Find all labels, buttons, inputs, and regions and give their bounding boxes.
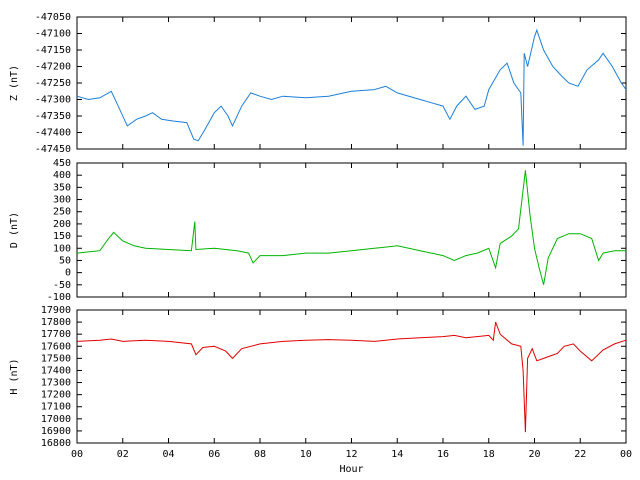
plot-frame	[76, 162, 627, 298]
y-axis-label: D (nT)	[9, 212, 20, 248]
y-tick-label: -47250	[35, 78, 71, 89]
y-tick-label: 200	[53, 219, 71, 230]
y-tick-label: 17000	[41, 414, 71, 425]
data-line	[76, 321, 627, 433]
x-tick-label: 02	[117, 449, 129, 460]
data-line	[76, 170, 626, 285]
y-tick-label: 17400	[41, 365, 71, 376]
y-tick-label: 17200	[41, 390, 71, 401]
y-tick-label: -50	[53, 280, 71, 291]
x-tick-label: 00	[620, 449, 632, 460]
y-tick-label: 300	[53, 195, 71, 206]
x-tick-label: 06	[208, 449, 220, 460]
y-tick-label: -47050	[35, 12, 71, 23]
y-tick-label: 16800	[41, 438, 71, 449]
x-tick-label: 14	[391, 449, 403, 460]
y-tick-label: -47100	[35, 29, 71, 40]
y-tick-label: 17300	[41, 378, 71, 389]
plot-frame	[76, 16, 627, 150]
y-tick-label: 100	[53, 243, 71, 254]
y-axis-label: Z (nT)	[9, 65, 20, 101]
y-tick-label: 0	[65, 268, 71, 279]
y-tick-label: -47150	[35, 45, 71, 56]
y-tick-label: -47400	[35, 128, 71, 139]
y-tick-label: 17800	[41, 317, 71, 328]
x-tick-label: 04	[162, 449, 174, 460]
y-tick-label: 350	[53, 182, 71, 193]
y-tick-label: 450	[53, 158, 71, 169]
data-line	[76, 28, 627, 146]
y-tick-label: 150	[53, 231, 71, 242]
x-axis-label: Hour	[339, 464, 363, 475]
x-tick-label: 00	[71, 449, 83, 460]
x-tick-label: 10	[300, 449, 312, 460]
y-tick-label: -47350	[35, 111, 71, 122]
x-tick-label: 20	[528, 449, 540, 460]
x-tick-label: 12	[345, 449, 357, 460]
y-tick-label: -47300	[35, 95, 71, 106]
y-tick-label: 17500	[41, 353, 71, 364]
x-tick-label: 16	[437, 449, 449, 460]
y-tick-label: 16900	[41, 426, 71, 437]
y-tick-label: -47450	[35, 144, 71, 155]
plot-frame	[76, 309, 627, 444]
y-tick-label: 17700	[41, 329, 71, 340]
y-axis-label: H (nT)	[9, 358, 20, 394]
y-tick-label: -47200	[35, 62, 71, 73]
y-tick-label: 400	[53, 170, 71, 181]
x-tick-label: 22	[574, 449, 586, 460]
y-tick-label: -100	[47, 292, 71, 303]
y-tick-label: 50	[59, 255, 71, 266]
x-tick-label: 08	[254, 449, 266, 460]
y-tick-label: 17100	[41, 402, 71, 413]
x-tick-label: 18	[483, 449, 495, 460]
y-tick-label: 17900	[41, 305, 71, 316]
y-tick-label: 17600	[41, 341, 71, 352]
y-tick-label: 250	[53, 207, 71, 218]
